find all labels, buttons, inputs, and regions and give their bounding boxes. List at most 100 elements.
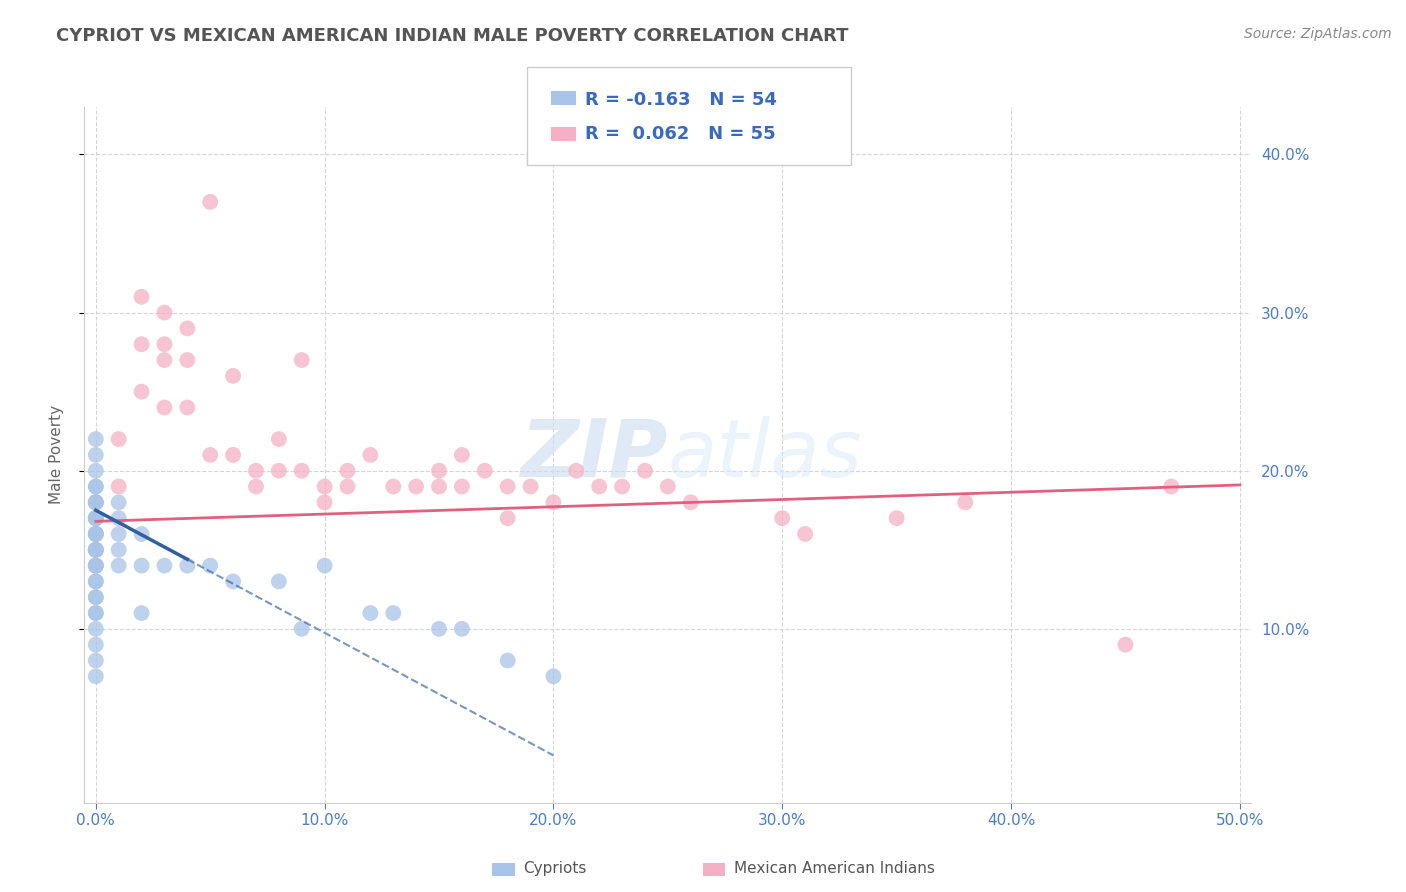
Point bbox=[176, 401, 198, 415]
Point bbox=[153, 305, 176, 319]
Point bbox=[84, 542, 107, 557]
Point bbox=[84, 574, 107, 589]
Point bbox=[84, 527, 107, 541]
Point bbox=[84, 527, 107, 541]
Text: atlas: atlas bbox=[668, 416, 863, 494]
Point bbox=[267, 574, 290, 589]
Text: Mexican American Indians: Mexican American Indians bbox=[734, 862, 935, 876]
Point bbox=[222, 574, 245, 589]
Point bbox=[222, 448, 245, 462]
Point bbox=[84, 495, 107, 509]
Point bbox=[84, 542, 107, 557]
Point bbox=[153, 337, 176, 351]
Point bbox=[84, 653, 107, 667]
Point bbox=[84, 574, 107, 589]
Point bbox=[588, 479, 610, 493]
Point bbox=[84, 606, 107, 620]
Point bbox=[84, 448, 107, 462]
Point bbox=[245, 464, 267, 478]
Point bbox=[176, 558, 198, 573]
Point bbox=[84, 495, 107, 509]
Point bbox=[427, 464, 450, 478]
Point bbox=[84, 638, 107, 652]
Point bbox=[84, 432, 107, 446]
Point bbox=[634, 464, 657, 478]
Point bbox=[84, 527, 107, 541]
Point bbox=[84, 591, 107, 605]
Point bbox=[886, 511, 908, 525]
Point bbox=[474, 464, 496, 478]
Point bbox=[336, 464, 359, 478]
Point bbox=[84, 558, 107, 573]
Point bbox=[84, 527, 107, 541]
Text: Source: ZipAtlas.com: Source: ZipAtlas.com bbox=[1244, 27, 1392, 41]
Point bbox=[291, 464, 314, 478]
Point bbox=[131, 384, 153, 399]
Point bbox=[131, 337, 153, 351]
Point bbox=[267, 432, 290, 446]
Point bbox=[84, 511, 107, 525]
Point bbox=[84, 479, 107, 493]
Point bbox=[314, 495, 336, 509]
Point bbox=[176, 353, 198, 368]
Point bbox=[565, 464, 588, 478]
Point bbox=[359, 448, 381, 462]
Point bbox=[496, 479, 519, 493]
Point bbox=[131, 606, 153, 620]
Point bbox=[200, 194, 222, 209]
Point bbox=[84, 606, 107, 620]
Point bbox=[84, 542, 107, 557]
Text: Cypriots: Cypriots bbox=[523, 862, 586, 876]
Text: R = -0.163   N = 54: R = -0.163 N = 54 bbox=[585, 91, 776, 109]
Point bbox=[107, 479, 129, 493]
Point bbox=[405, 479, 427, 493]
Point bbox=[84, 511, 107, 525]
Point bbox=[794, 527, 817, 541]
Point bbox=[131, 558, 153, 573]
Point bbox=[451, 622, 474, 636]
Point bbox=[131, 290, 153, 304]
Point bbox=[84, 542, 107, 557]
Point bbox=[107, 495, 129, 509]
Point bbox=[107, 558, 129, 573]
Point bbox=[359, 606, 381, 620]
Point bbox=[291, 353, 314, 368]
Point bbox=[84, 464, 107, 478]
Point bbox=[336, 479, 359, 493]
Point bbox=[84, 527, 107, 541]
Point bbox=[84, 511, 107, 525]
Point bbox=[84, 669, 107, 683]
Point bbox=[291, 622, 314, 636]
Point bbox=[84, 511, 107, 525]
Text: CYPRIOT VS MEXICAN AMERICAN INDIAN MALE POVERTY CORRELATION CHART: CYPRIOT VS MEXICAN AMERICAN INDIAN MALE … bbox=[56, 27, 849, 45]
Point bbox=[427, 622, 450, 636]
Point bbox=[679, 495, 702, 509]
Point bbox=[84, 542, 107, 557]
Point bbox=[176, 321, 198, 335]
Point bbox=[107, 542, 129, 557]
Point bbox=[382, 606, 405, 620]
Point bbox=[200, 558, 222, 573]
Point bbox=[451, 479, 474, 493]
Point bbox=[107, 432, 129, 446]
Point bbox=[153, 401, 176, 415]
Y-axis label: Male Poverty: Male Poverty bbox=[49, 405, 63, 505]
Text: ZIP: ZIP bbox=[520, 416, 668, 494]
Point bbox=[427, 479, 450, 493]
Point bbox=[131, 527, 153, 541]
Point bbox=[955, 495, 977, 509]
Point bbox=[543, 495, 565, 509]
Point bbox=[200, 448, 222, 462]
Point bbox=[770, 511, 793, 525]
Point bbox=[107, 527, 129, 541]
Point bbox=[84, 558, 107, 573]
Point bbox=[314, 479, 336, 493]
Point bbox=[84, 558, 107, 573]
Point bbox=[153, 353, 176, 368]
Point bbox=[657, 479, 679, 493]
Point bbox=[543, 669, 565, 683]
Point bbox=[496, 511, 519, 525]
Point bbox=[222, 368, 245, 383]
Point bbox=[84, 495, 107, 509]
Point bbox=[1160, 479, 1182, 493]
